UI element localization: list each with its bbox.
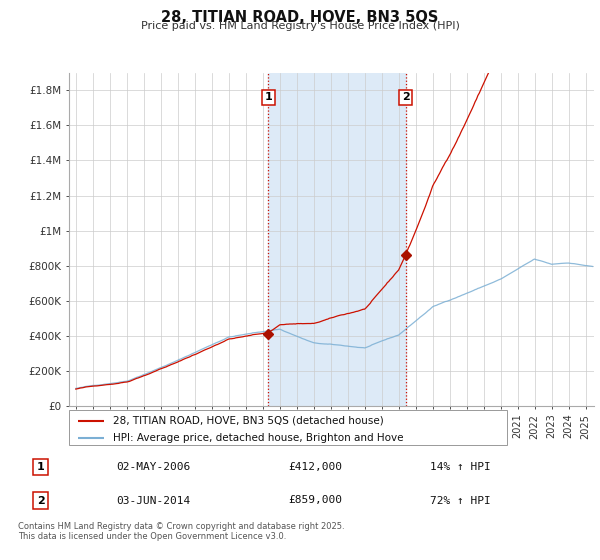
Text: Contains HM Land Registry data © Crown copyright and database right 2025.: Contains HM Land Registry data © Crown c… (18, 522, 344, 531)
Text: 14% ↑ HPI: 14% ↑ HPI (430, 462, 490, 472)
Text: £859,000: £859,000 (289, 496, 343, 506)
Text: Price paid vs. HM Land Registry's House Price Index (HPI): Price paid vs. HM Land Registry's House … (140, 21, 460, 31)
Text: HPI: Average price, detached house, Brighton and Hove: HPI: Average price, detached house, Brig… (113, 432, 403, 442)
Text: 1: 1 (265, 92, 272, 102)
Text: This data is licensed under the Open Government Licence v3.0.: This data is licensed under the Open Gov… (18, 532, 286, 541)
Text: 28, TITIAN ROAD, HOVE, BN3 5QS: 28, TITIAN ROAD, HOVE, BN3 5QS (161, 10, 439, 25)
Text: 2: 2 (37, 496, 44, 506)
Text: 72% ↑ HPI: 72% ↑ HPI (430, 496, 490, 506)
Text: 28, TITIAN ROAD, HOVE, BN3 5QS (detached house): 28, TITIAN ROAD, HOVE, BN3 5QS (detached… (113, 416, 383, 426)
FancyBboxPatch shape (69, 410, 507, 445)
Text: 2: 2 (402, 92, 410, 102)
Text: £412,000: £412,000 (289, 462, 343, 472)
Text: 1: 1 (37, 462, 44, 472)
Bar (268, 73, 406, 406)
Text: 03-JUN-2014: 03-JUN-2014 (116, 496, 191, 506)
Text: 02-MAY-2006: 02-MAY-2006 (116, 462, 191, 472)
